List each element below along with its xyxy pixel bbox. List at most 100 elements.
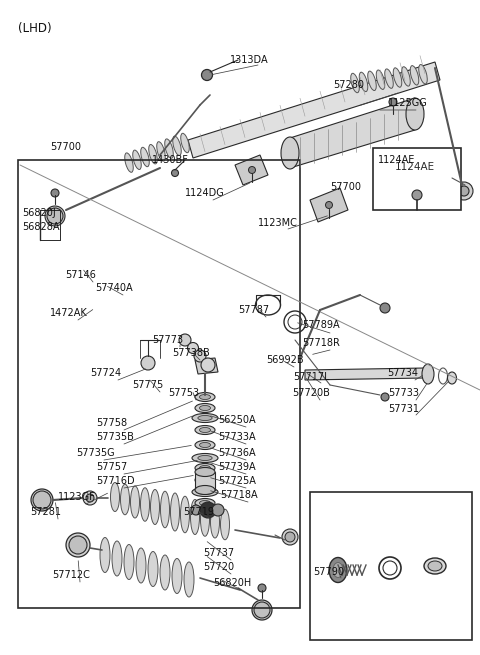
Ellipse shape [329,557,347,582]
Ellipse shape [211,506,219,538]
Ellipse shape [195,476,215,485]
Circle shape [47,208,63,224]
Ellipse shape [200,466,211,470]
Text: 1313DA: 1313DA [230,55,269,65]
Text: 57753: 57753 [168,388,199,398]
Text: 56820H: 56820H [213,578,251,588]
Circle shape [249,166,255,174]
Ellipse shape [136,548,146,583]
Ellipse shape [393,68,402,87]
Ellipse shape [200,500,211,506]
Ellipse shape [252,600,272,620]
Ellipse shape [195,464,215,472]
Ellipse shape [195,426,215,434]
Ellipse shape [157,141,165,161]
Text: 56250A: 56250A [218,415,256,425]
Ellipse shape [195,392,215,402]
Ellipse shape [112,541,122,576]
Circle shape [412,190,422,200]
Ellipse shape [333,563,343,578]
Text: 57739A: 57739A [218,462,256,472]
Bar [310,492,472,640]
Ellipse shape [195,498,215,508]
Ellipse shape [131,486,140,518]
Circle shape [254,602,270,618]
Circle shape [212,504,224,516]
Ellipse shape [195,441,215,449]
Ellipse shape [173,136,181,155]
Ellipse shape [410,66,419,85]
Text: 57716D: 57716D [96,476,134,486]
Ellipse shape [160,491,169,528]
Text: 56992B: 56992B [266,355,304,365]
Circle shape [86,494,94,502]
Ellipse shape [406,98,424,130]
Ellipse shape [110,483,120,512]
Text: 57735B: 57735B [96,432,134,442]
Ellipse shape [359,72,368,92]
Ellipse shape [201,503,209,536]
Ellipse shape [45,206,65,226]
Ellipse shape [195,403,215,413]
Circle shape [325,202,333,208]
Ellipse shape [141,356,155,370]
Circle shape [380,303,390,313]
Circle shape [282,529,298,545]
Ellipse shape [376,70,385,90]
Ellipse shape [184,562,194,597]
Circle shape [83,491,97,505]
Ellipse shape [194,350,206,362]
Ellipse shape [428,561,442,571]
Text: 57789A: 57789A [302,320,340,330]
Ellipse shape [192,413,218,422]
Ellipse shape [198,415,212,421]
Ellipse shape [200,443,211,447]
Circle shape [200,502,216,518]
Ellipse shape [151,489,159,525]
Ellipse shape [385,69,393,88]
Text: 1123GF: 1123GF [58,492,96,502]
Circle shape [285,532,295,542]
Text: 57700: 57700 [330,182,361,192]
Text: 56820J: 56820J [22,208,56,218]
Text: 57775: 57775 [132,380,163,390]
Ellipse shape [192,487,218,496]
Ellipse shape [179,334,191,346]
Text: 57718R: 57718R [302,338,340,348]
Circle shape [459,186,469,196]
Text: 1472AK: 1472AK [50,308,88,318]
Ellipse shape [422,364,434,384]
Ellipse shape [198,455,212,460]
Ellipse shape [141,488,149,521]
Text: (LHD): (LHD) [18,22,52,35]
Ellipse shape [351,73,359,93]
Circle shape [191,505,201,515]
Ellipse shape [220,509,229,540]
Ellipse shape [447,372,456,384]
Polygon shape [290,98,415,168]
Text: 1125GG: 1125GG [388,98,428,108]
Ellipse shape [172,559,182,593]
Ellipse shape [149,145,157,164]
Ellipse shape [195,468,215,476]
Text: 1124DG: 1124DG [185,188,225,198]
Circle shape [171,170,179,176]
Ellipse shape [160,555,170,590]
Text: 57724: 57724 [90,368,121,378]
Text: 57712C: 57712C [52,570,90,580]
Ellipse shape [368,71,376,90]
Ellipse shape [281,137,299,169]
Text: 57700: 57700 [50,142,81,152]
Ellipse shape [402,67,410,86]
Text: 57758: 57758 [96,418,127,428]
Text: 57281: 57281 [30,507,61,517]
Ellipse shape [192,453,218,462]
Text: 57790: 57790 [313,567,344,577]
Ellipse shape [200,394,211,400]
Text: 1123MC: 1123MC [258,218,298,228]
Ellipse shape [200,477,211,483]
Ellipse shape [424,558,446,574]
Ellipse shape [201,358,215,372]
Bar [18,160,300,608]
Text: 57717L: 57717L [293,372,330,382]
